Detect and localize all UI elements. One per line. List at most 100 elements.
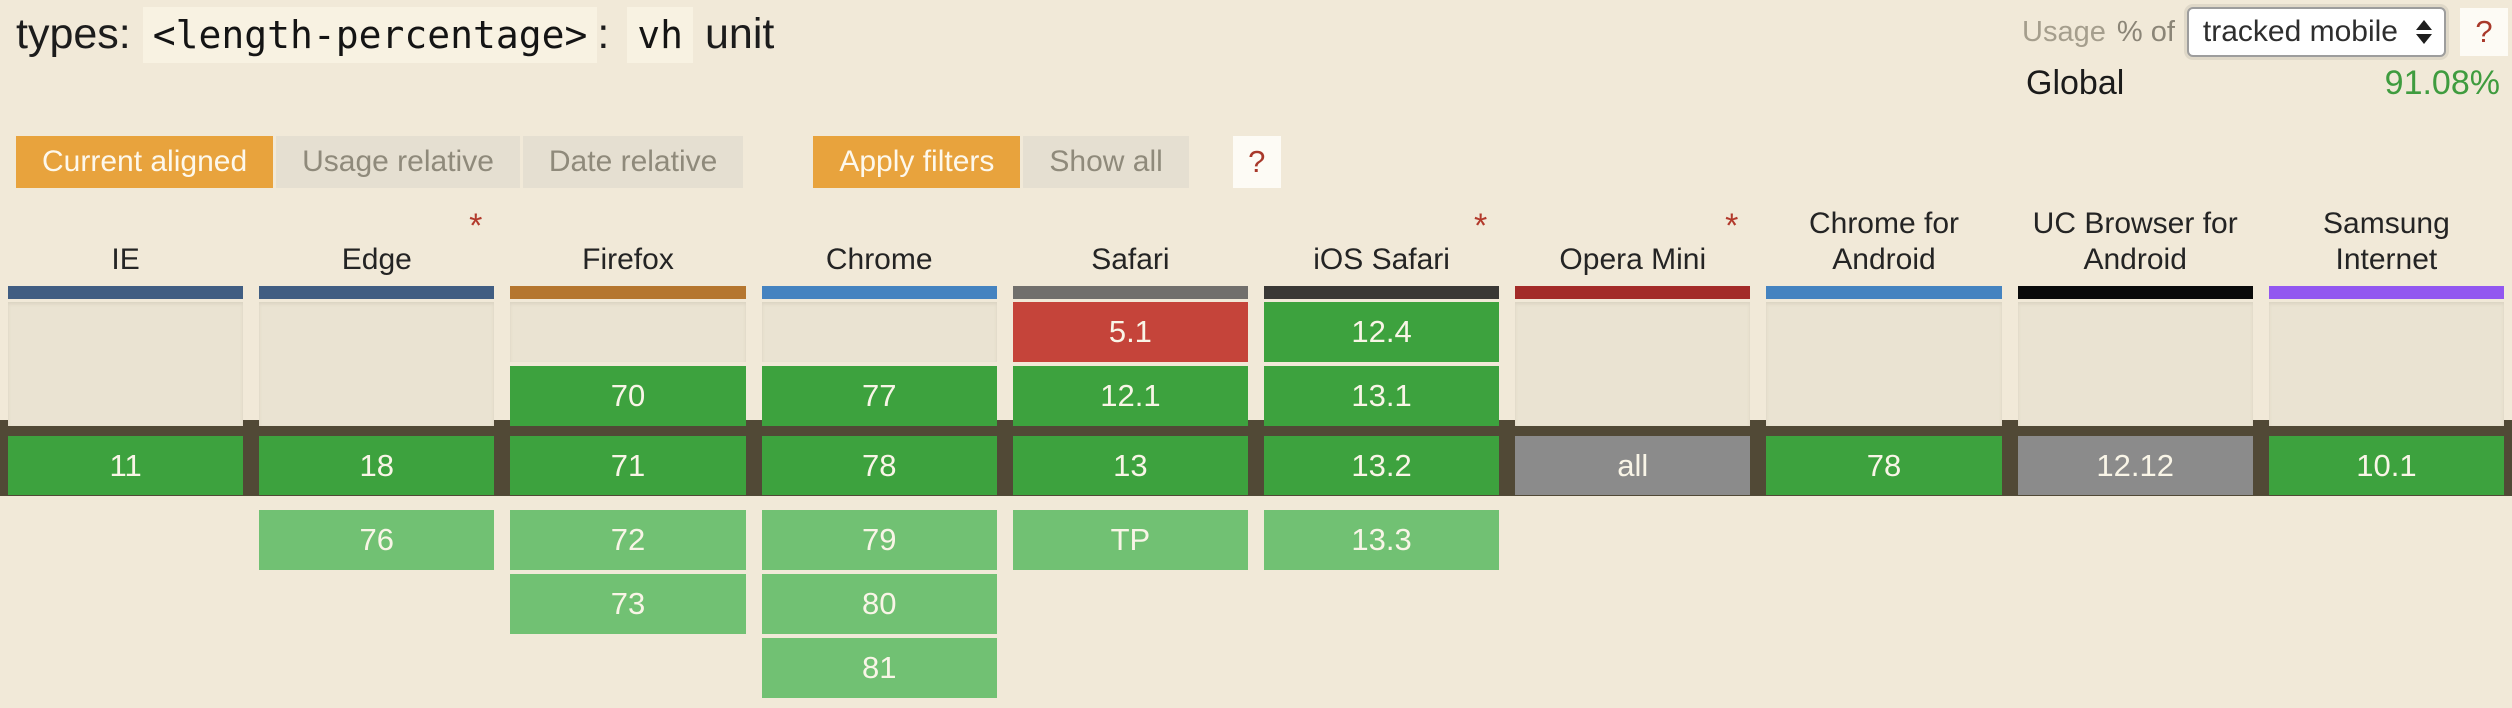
current-aligned-button[interactable]: Current aligned [16, 136, 274, 188]
browser-brand-bar [8, 286, 244, 299]
version-cell-supported[interactable]: 78 [761, 436, 997, 495]
select-arrows-icon [2416, 20, 2432, 44]
browser-column: Opera Mini * all [1507, 195, 1758, 708]
question-mark-icon: ? [2475, 14, 2493, 49]
title-code-vh: vh [627, 7, 694, 63]
usage-source-selected-value: tracked mobile [2202, 15, 2398, 48]
show-all-button[interactable]: Show all [1023, 136, 1189, 188]
version-cell-future[interactable]: 79 [761, 510, 997, 570]
note-asterisk-icon: * [1725, 207, 1739, 245]
note-asterisk-icon: * [469, 207, 483, 245]
version-cells: 5.1 12.1 13 TP [1012, 299, 1248, 698]
version-cell-empty [2017, 302, 2253, 426]
question-mark-icon: ? [1248, 144, 1266, 179]
browser-brand-bar [1012, 286, 1248, 299]
global-usage-percentage: 91.08% [2384, 64, 2500, 102]
version-cell-supported[interactable]: 78 [1766, 436, 2002, 495]
title-prefix: types: [16, 10, 131, 58]
browser-column: Edge * 18 76 [251, 195, 502, 708]
version-cell-supported[interactable]: 11 [8, 436, 244, 495]
note-asterisk-icon: * [1473, 207, 1488, 245]
browser-name-label: Opera Mini [1559, 243, 1707, 276]
version-cell-neutral[interactable]: all [1515, 436, 1751, 495]
browser-name-label: IE [111, 243, 140, 276]
version-cell-future[interactable]: 72 [510, 510, 746, 570]
browser-name: Samsung Internet [2269, 195, 2504, 286]
version-cells: 12.12 [2017, 299, 2253, 698]
version-cell-empty [1515, 302, 1751, 426]
version-cell-future[interactable]: 81 [761, 638, 997, 698]
browser-name-label: Safari [1091, 243, 1170, 276]
version-cell-empty [1766, 302, 2002, 426]
version-cell-future[interactable]: 80 [761, 574, 997, 634]
filter-toolbar: Current aligned Usage relative Date rela… [16, 136, 1281, 188]
version-cells: 10.1 [2268, 299, 2504, 698]
version-cell-empty [8, 302, 244, 426]
browser-name-label: iOS Safari [1313, 243, 1450, 276]
version-cell-neutral[interactable]: 12.12 [2017, 436, 2253, 495]
browser-brand-bar [510, 286, 746, 299]
browser-name: Chrome for Android [1766, 195, 2001, 286]
usage-block: Usage % of tracked mobile ? Global 91.08… [1978, 7, 2508, 103]
title-code-length-percentage: <length-percentage> [142, 7, 598, 63]
version-cell-supported[interactable]: 12.1 [1012, 366, 1248, 426]
browser-brand-bar [1766, 286, 2002, 299]
version-cell-empty [259, 302, 495, 426]
version-cell-supported[interactable]: 13 [1012, 436, 1248, 495]
browser-name: UC Browser for Android [2018, 195, 2253, 286]
browser-name: Opera Mini * [1515, 195, 1750, 286]
percent-of-label: % of [2116, 15, 2175, 48]
title-separator: : [597, 10, 610, 58]
browser-name: IE [8, 195, 243, 286]
browser-name: Firefox [510, 195, 745, 286]
version-cell-unsupported[interactable]: 5.1 [1012, 302, 1248, 362]
browser-name-label: Chrome for Android [1808, 207, 1960, 276]
version-cell-future[interactable]: 76 [259, 510, 495, 570]
browser-column: Chrome for Android 78 [1758, 195, 2009, 708]
version-cell-supported[interactable]: 13.2 [1263, 436, 1500, 495]
version-cells: 18 76 [259, 299, 495, 698]
region-label: Global [2026, 64, 2125, 102]
browser-name: iOS Safari * [1264, 195, 1499, 286]
version-cells: 11 [8, 299, 244, 698]
version-cells: all [1515, 299, 1751, 698]
browser-name: Chrome [762, 195, 997, 286]
apply-filters-button[interactable]: Apply filters [813, 136, 1021, 188]
browser-column: Samsung Internet 10.1 [2261, 195, 2512, 708]
usage-controls-row: Usage % of tracked mobile ? [1978, 7, 2508, 57]
usage-relative-button[interactable]: Usage relative [276, 136, 520, 188]
browser-name-label: Samsung Internet [2323, 207, 2450, 276]
version-cells: 70 71 72 73 [510, 299, 746, 698]
browser-name: Edge * [259, 195, 494, 286]
browser-column: iOS Safari * 12.4 13.1 13.2 13.3 [1256, 195, 1507, 708]
page-title: types: <length-percentage>: vh unit [16, 4, 774, 65]
version-cell-empty [761, 302, 997, 362]
version-cell-supported[interactable]: 77 [761, 366, 997, 426]
version-cell-supported[interactable]: 18 [259, 436, 495, 495]
version-cells: 78 [1766, 299, 2002, 698]
browser-name-label: Firefox [582, 243, 674, 276]
browser-table-columns: IE 11 Edge * 18 76 Firefox 70 71 72 73 Chrome 77 78 79… [0, 195, 2512, 708]
browser-column: Firefox 70 71 72 73 [502, 195, 753, 708]
version-cell-future[interactable]: 73 [510, 574, 746, 634]
browser-name-label: Chrome [825, 243, 933, 276]
usage-global-row: Global 91.08% [1978, 64, 2508, 103]
browser-brand-bar [2017, 286, 2253, 299]
date-relative-button[interactable]: Date relative [522, 136, 744, 188]
browser-brand-bar [761, 286, 997, 299]
version-cell-supported[interactable]: 71 [510, 436, 746, 495]
version-cell-supported[interactable]: 10.1 [2268, 436, 2504, 495]
browser-brand-bar [259, 286, 495, 299]
version-cell-supported[interactable]: 70 [510, 366, 746, 426]
browser-brand-bar [1263, 286, 1500, 299]
filters-help-button[interactable]: ? [1232, 136, 1281, 188]
version-cell-future[interactable]: 13.3 [1263, 510, 1500, 570]
usage-label: Usage [2022, 15, 2106, 48]
version-cell-supported[interactable]: 12.4 [1263, 302, 1500, 362]
usage-help-button[interactable]: ? [2460, 8, 2508, 56]
version-cell-supported[interactable]: 13.1 [1263, 366, 1500, 426]
version-cell-future[interactable]: TP [1012, 510, 1248, 570]
usage-source-select[interactable]: tracked mobile [2186, 7, 2446, 57]
browser-name-label: Edge [341, 243, 412, 276]
